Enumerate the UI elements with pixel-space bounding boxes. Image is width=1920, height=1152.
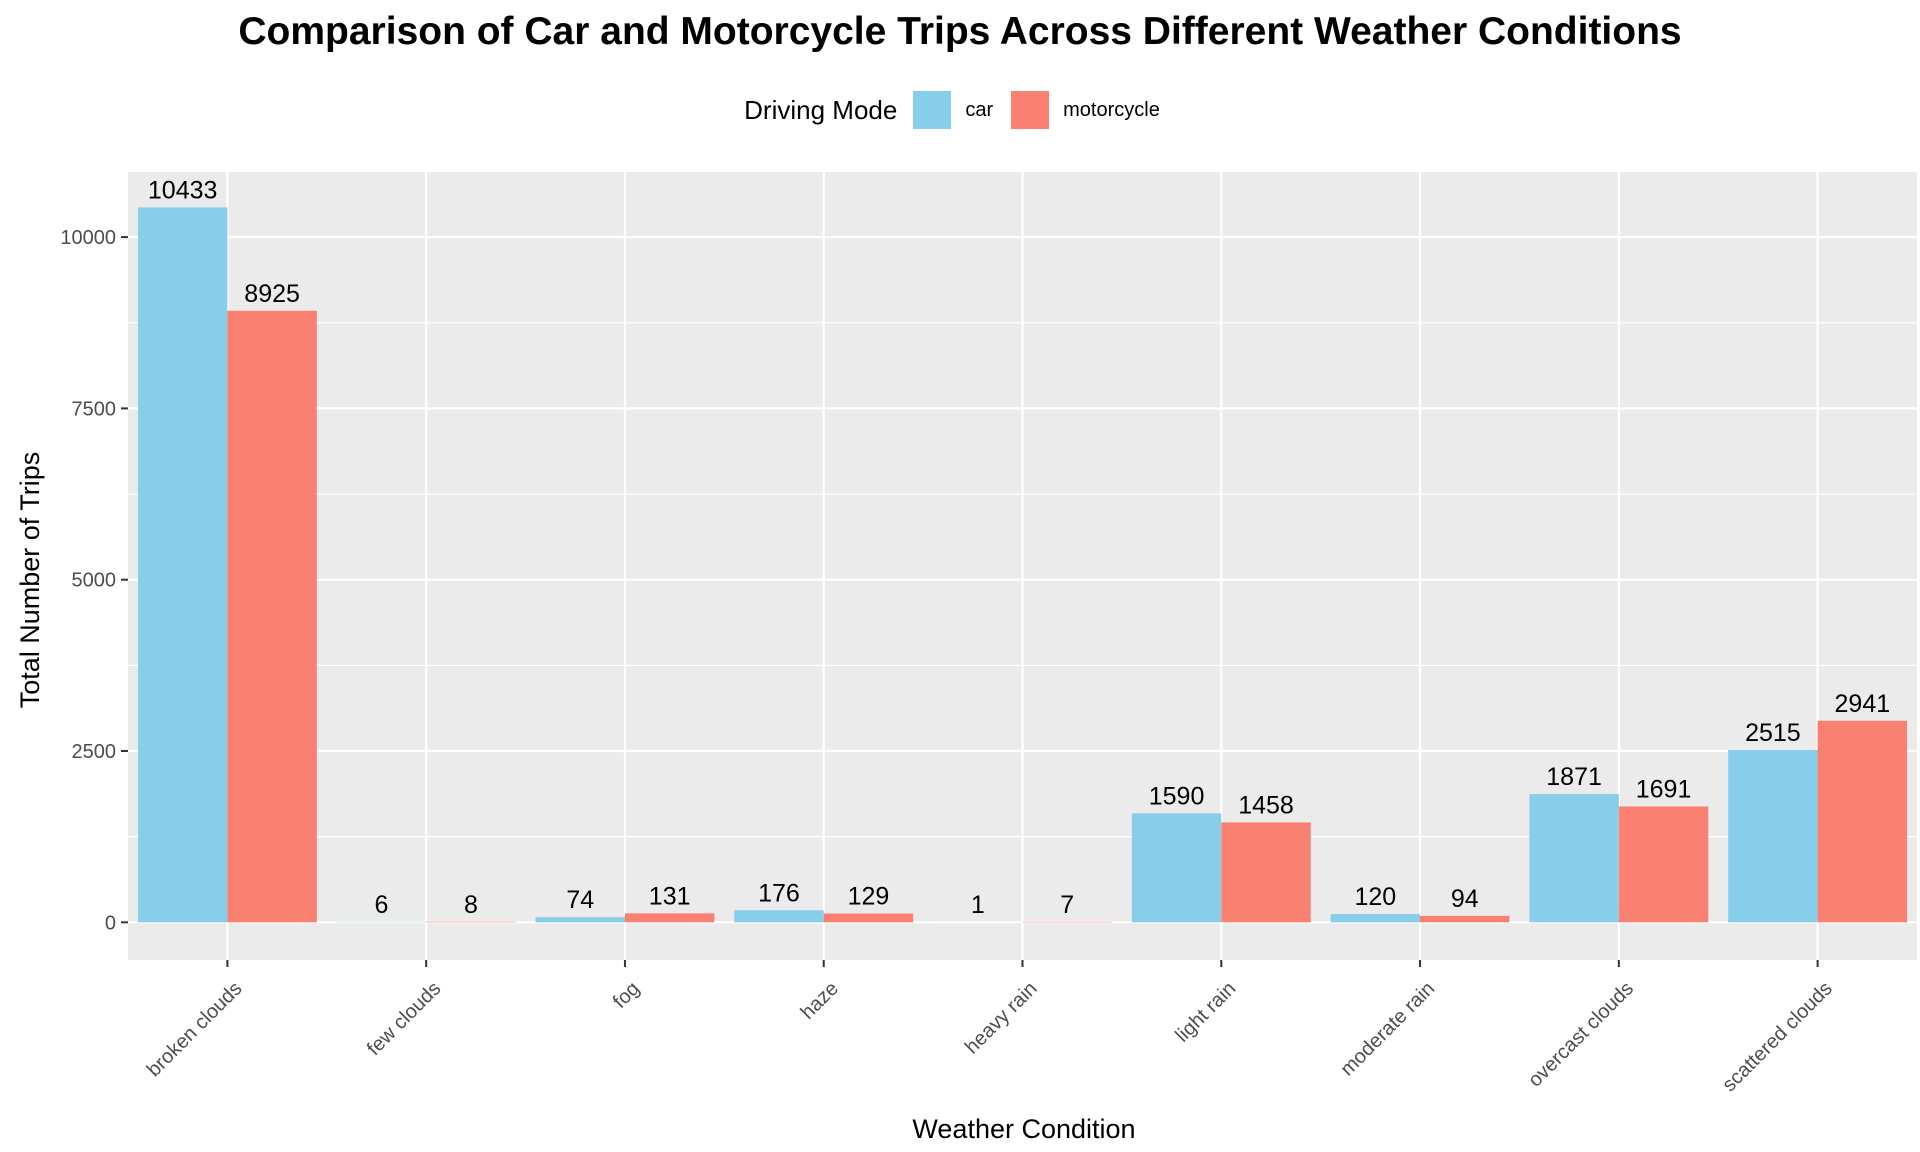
legend-title: Driving Mode xyxy=(744,94,898,125)
data-label-car-overcast-clouds: 1871 xyxy=(1546,763,1602,791)
data-label-motorcycle-heavy-rain: 7 xyxy=(1060,891,1074,919)
legend-swatch-motorcycle xyxy=(1009,89,1052,131)
data-label-motorcycle-fog: 131 xyxy=(649,882,691,910)
data-label-car-heavy-rain: 1 xyxy=(971,891,985,919)
data-label-motorcycle-scattered-clouds: 2941 xyxy=(1835,690,1891,718)
y-tick-label: 7500 xyxy=(72,398,117,420)
bar-motorcycle-haze xyxy=(823,913,914,923)
data-label-car-fog: 74 xyxy=(566,886,594,914)
bar-motorcycle-overcast-clouds xyxy=(1618,806,1709,923)
bar-car-fog xyxy=(535,917,625,923)
bar-motorcycle-moderate-rain xyxy=(1420,915,1510,923)
legend-label-car: car xyxy=(965,98,994,121)
chart-title: Comparison of Car and Motorcycle Trips A… xyxy=(238,10,1682,53)
bar-car-moderate-rain xyxy=(1330,914,1421,923)
data-label-motorcycle-few-clouds: 8 xyxy=(464,891,478,919)
y-tick-label: 2500 xyxy=(72,741,117,763)
bar-car-haze xyxy=(734,910,824,923)
bar-car-light-rain xyxy=(1131,813,1222,923)
x-axis-title: Weather Condition xyxy=(912,1114,1136,1144)
x-tick-label-moderate-rain: moderate rain xyxy=(1336,978,1439,1081)
x-tick-label-scattered-clouds: scattered clouds xyxy=(1718,978,1837,1097)
x-tick-label-light-rain: light rain xyxy=(1171,978,1240,1047)
data-label-motorcycle-haze: 129 xyxy=(848,882,890,910)
bar-motorcycle-few-clouds xyxy=(426,921,516,923)
x-tick-label-haze: haze xyxy=(797,978,843,1024)
bar-car-overcast-clouds xyxy=(1529,794,1619,923)
data-label-motorcycle-overcast-clouds: 1691 xyxy=(1636,775,1692,803)
x-tick-label-fog: fog xyxy=(609,978,644,1013)
y-tick-label: 5000 xyxy=(72,570,117,592)
data-label-car-haze: 176 xyxy=(758,879,800,907)
x-tick-label-broken-clouds: broken clouds xyxy=(143,978,247,1082)
data-label-car-moderate-rain: 120 xyxy=(1354,883,1396,911)
data-label-car-light-rain: 1590 xyxy=(1149,782,1205,810)
data-label-car-scattered-clouds: 2515 xyxy=(1745,719,1801,747)
x-tick-label-heavy-rain: heavy rain xyxy=(961,978,1042,1059)
bar-motorcycle-light-rain xyxy=(1221,822,1311,923)
legend-label-motorcycle: motorcycle xyxy=(1063,98,1160,121)
data-label-car-broken-clouds: 10433 xyxy=(148,176,218,204)
bar-car-scattered-clouds xyxy=(1728,749,1818,923)
bar-motorcycle-scattered-clouds xyxy=(1817,720,1908,923)
data-label-car-few-clouds: 6 xyxy=(374,891,388,919)
data-label-motorcycle-light-rain: 1458 xyxy=(1238,791,1294,819)
data-label-motorcycle-moderate-rain: 94 xyxy=(1451,885,1479,913)
legend: Driving Mode car motorcycle xyxy=(0,88,1920,132)
bar-car-broken-clouds xyxy=(137,207,228,923)
x-tick-label-few-clouds: few clouds xyxy=(363,978,445,1060)
legend-item-motorcycle: motorcycle xyxy=(1009,89,1160,131)
data-label-motorcycle-broken-clouds: 8925 xyxy=(244,280,300,308)
y-tick-label: 0 xyxy=(105,912,116,934)
bar-motorcycle-broken-clouds xyxy=(227,310,317,923)
bar-motorcycle-fog xyxy=(624,913,715,923)
legend-item-car: car xyxy=(911,89,993,131)
y-axis-title: Total Number of Trips xyxy=(15,451,45,709)
x-tick-label-overcast-clouds: overcast clouds xyxy=(1524,978,1638,1092)
legend-swatch-car xyxy=(911,89,954,131)
y-tick-label: 10000 xyxy=(60,227,116,249)
